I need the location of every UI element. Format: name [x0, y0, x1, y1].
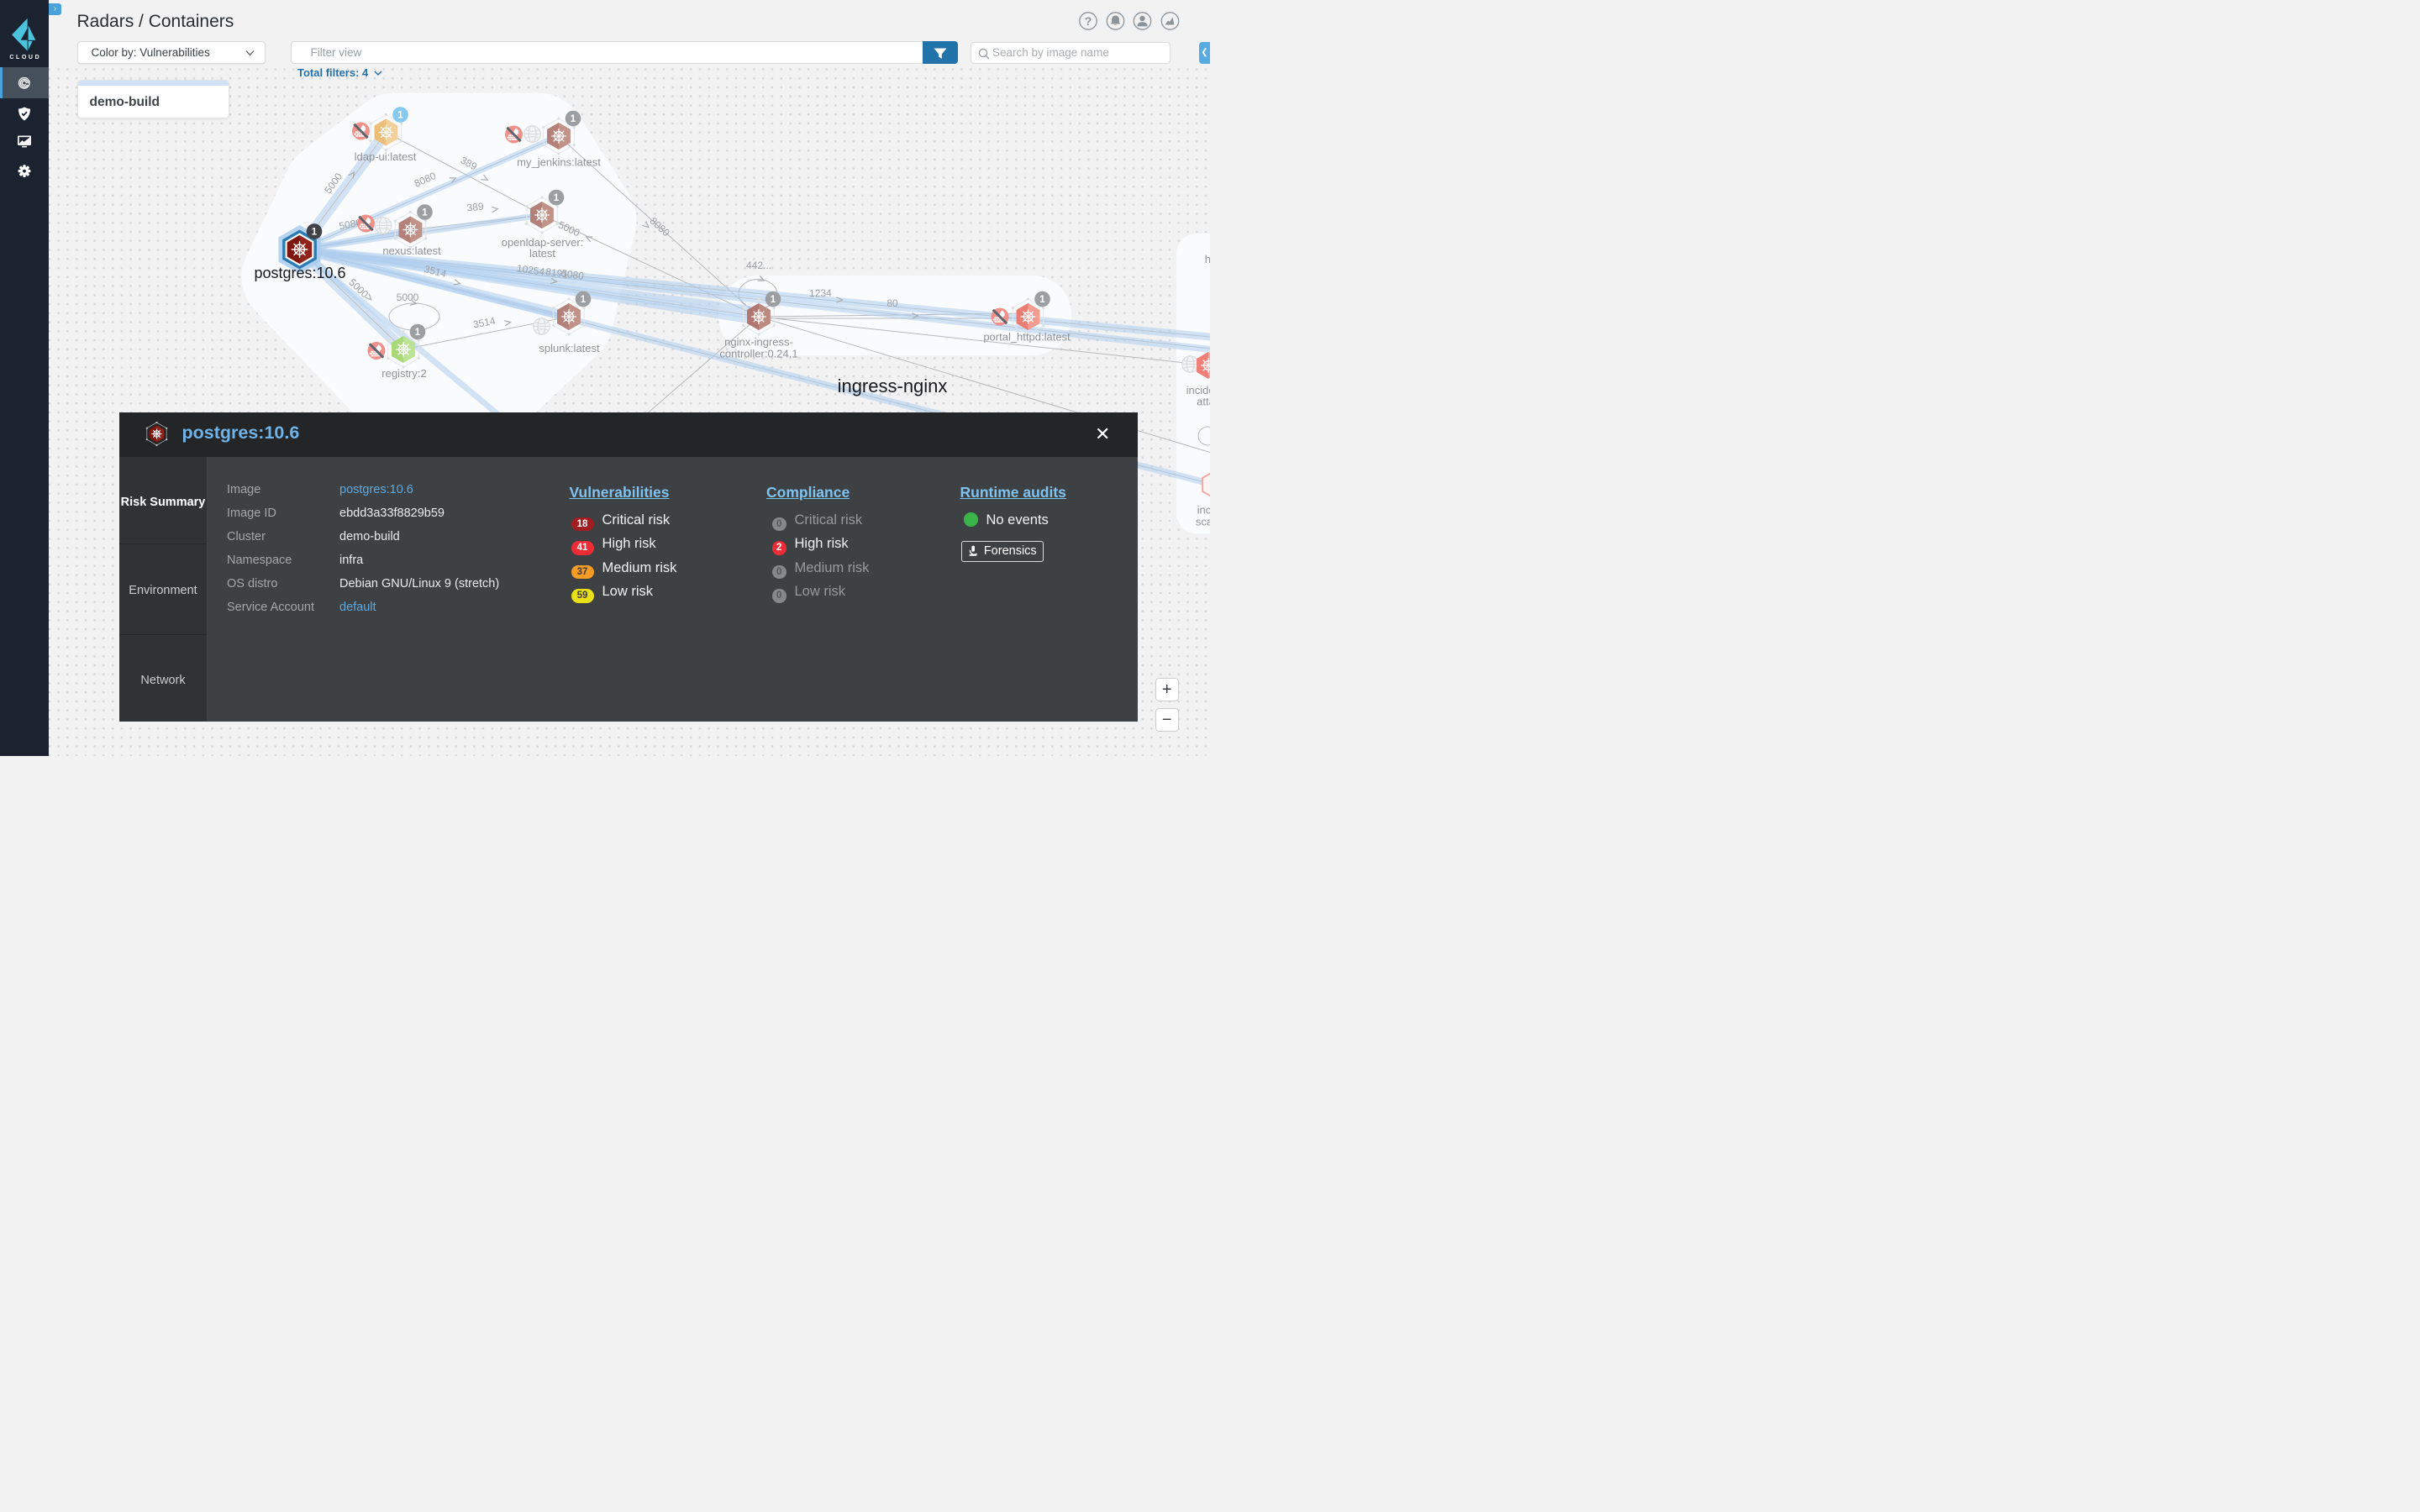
svg-text:ho: ho — [1205, 253, 1210, 265]
svg-text:80: 80 — [886, 297, 898, 309]
svg-text:?: ? — [1085, 14, 1092, 28]
svg-text:1: 1 — [415, 328, 421, 338]
svg-text:5000: 5000 — [397, 291, 419, 303]
svg-text:1: 1 — [554, 193, 560, 203]
svg-text:10254: 10254 — [516, 262, 545, 278]
svg-text:registry:2: registry:2 — [381, 367, 426, 380]
svg-text:latest: latest — [529, 247, 555, 260]
svg-text:5080: 5080 — [338, 217, 362, 232]
svg-text:postgres:10.6: postgres:10.6 — [254, 265, 345, 281]
svg-text:splunk:latest: splunk:latest — [539, 342, 600, 354]
svg-text:1234: 1234 — [809, 287, 832, 299]
svg-text:3514: 3514 — [472, 315, 497, 331]
svg-text:1: 1 — [581, 295, 587, 305]
svg-text:atta: atta — [1197, 396, 1210, 408]
svg-text:nexus:latest: nexus:latest — [382, 244, 441, 257]
svg-text:1: 1 — [397, 111, 403, 121]
svg-text:my_jenkins:latest: my_jenkins:latest — [517, 156, 601, 169]
svg-text:portal_httpd:latest: portal_httpd:latest — [983, 331, 1071, 344]
svg-text:controller:0.24.1: controller:0.24.1 — [719, 348, 797, 360]
svg-text:5080: 5080 — [560, 267, 585, 282]
svg-text:1: 1 — [771, 295, 776, 305]
svg-text:incident: incident — [1186, 384, 1210, 396]
svg-text:389: 389 — [466, 200, 485, 213]
svg-text:openldap-server:: openldap-server: — [502, 236, 584, 249]
svg-text:8191: 8191 — [544, 265, 569, 281]
svg-text:3514: 3514 — [423, 263, 448, 280]
svg-text:ldap-ui:latest: ldap-ui:latest — [355, 150, 417, 163]
svg-text:scanner: scanner — [1196, 516, 1210, 528]
svg-text:1: 1 — [312, 228, 318, 238]
svg-text:nginx-ingress-: nginx-ingress- — [724, 336, 793, 349]
svg-text:1: 1 — [1039, 295, 1045, 305]
svg-text:1: 1 — [571, 114, 576, 124]
svg-text:ingress-nginx: ingress-nginx — [838, 375, 948, 396]
svg-text:1: 1 — [422, 208, 428, 218]
svg-text:442...: 442... — [746, 260, 771, 271]
svg-text:incident: incident — [1197, 504, 1210, 517]
